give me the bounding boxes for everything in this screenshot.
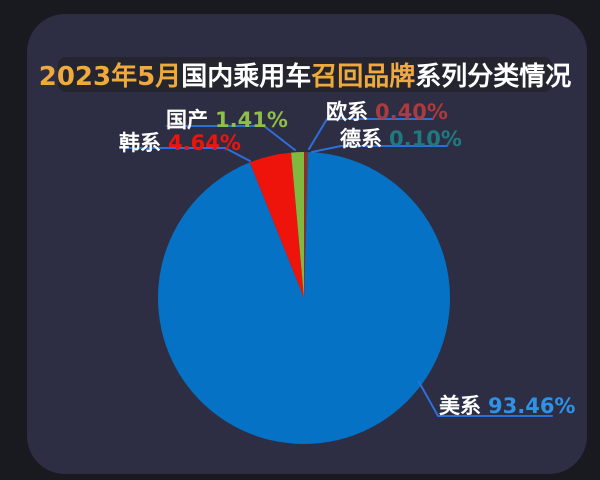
- pie-callout-name: 国产: [166, 108, 208, 132]
- pie-callout-name: 美系: [439, 394, 481, 418]
- pie-callout-meixi: 美系 93.46%: [439, 390, 575, 420]
- pie-callout-name: 欧系: [326, 100, 368, 124]
- pie-callout-ouxi: 欧系 0.40%: [326, 96, 448, 126]
- pie-callout-value: 0.10%: [389, 127, 462, 151]
- pie-callout-hanxi: 韩系 4.64%: [119, 127, 241, 157]
- pie-callout-dexi: 德系 0.10%: [340, 123, 462, 153]
- pie-callout-value: 1.41%: [215, 108, 288, 132]
- pie-callout-value: 4.64%: [168, 131, 241, 155]
- title-suffix-segment: 系列分类情况: [415, 62, 572, 92]
- pie-callout-name: 德系: [340, 127, 382, 151]
- pie-callout-value: 0.40%: [375, 100, 448, 124]
- pie-callout-guochan: 国产 1.41%: [166, 104, 288, 134]
- title-scope-segment: 国内乘用车: [181, 62, 312, 92]
- title-date-segment: 2023年5月: [38, 62, 182, 92]
- title-topic-segment: 召回品牌: [311, 62, 416, 92]
- chart-title: 2023年5月 国内乘用车 召回品牌 系列分类情况: [39, 57, 571, 92]
- pie-callout-name: 韩系: [119, 131, 161, 155]
- pie-callout-value: 93.46%: [488, 394, 576, 418]
